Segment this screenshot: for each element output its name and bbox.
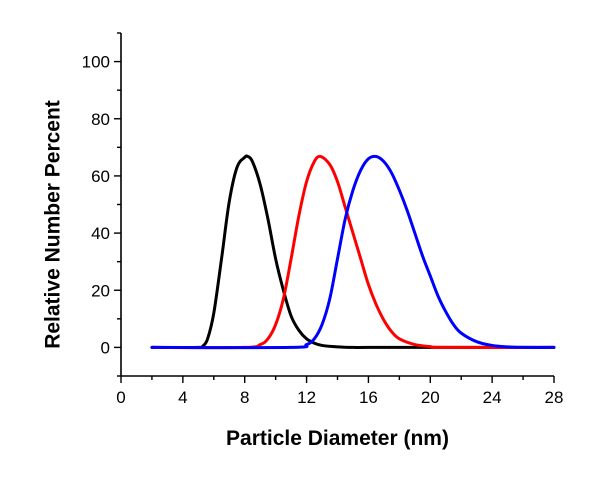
x-tick-label: 8 <box>240 388 249 407</box>
y-tick-label: 100 <box>82 53 110 72</box>
series-layer <box>150 154 556 350</box>
y-tick-label: 60 <box>91 167 110 186</box>
series-line-2 <box>150 154 556 350</box>
x-tick-label: 0 <box>116 388 125 407</box>
series-line-3 <box>150 154 556 350</box>
x-tick-label: 4 <box>178 388 187 407</box>
y-tick-label: 80 <box>91 110 110 129</box>
x-tick-label: 16 <box>359 388 378 407</box>
y-tick-label: 0 <box>101 338 110 357</box>
x-tick-label: 28 <box>545 388 564 407</box>
x-tick-label: 12 <box>297 388 316 407</box>
x-ticks: 0 4 8 12 16 20 24 28 <box>116 376 563 407</box>
series-line-1 <box>150 154 556 350</box>
x-tick-label: 24 <box>483 388 502 407</box>
x-tick-label: 20 <box>421 388 440 407</box>
y-axis-title: Relative Number Percent <box>42 100 65 349</box>
y-ticks: 0 20 40 60 80 100 <box>82 32 121 377</box>
x-axis-title: Particle Diameter (nm) <box>226 427 449 450</box>
y-tick-label: 20 <box>91 281 110 300</box>
y-tick-label: 40 <box>91 224 110 243</box>
axes <box>120 33 554 377</box>
